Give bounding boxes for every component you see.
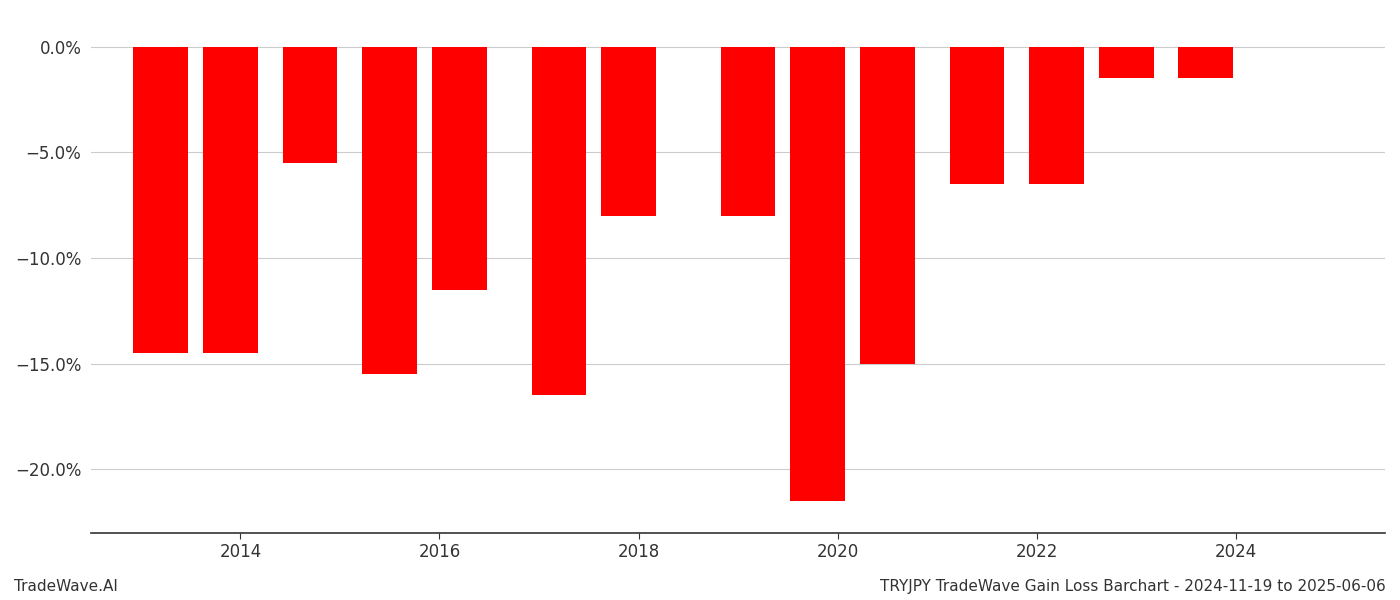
Bar	[433, 47, 487, 290]
Bar	[949, 47, 1004, 184]
Bar	[203, 47, 258, 353]
Bar	[860, 47, 914, 364]
Bar	[532, 47, 587, 395]
Bar	[791, 47, 846, 501]
Bar	[133, 47, 188, 353]
Text: TRYJPY TradeWave Gain Loss Barchart - 2024-11-19 to 2025-06-06: TRYJPY TradeWave Gain Loss Barchart - 20…	[881, 579, 1386, 594]
Bar	[601, 47, 657, 215]
Bar	[1099, 47, 1154, 79]
Bar	[283, 47, 337, 163]
Bar	[363, 47, 417, 374]
Bar	[721, 47, 776, 215]
Bar	[1179, 47, 1233, 79]
Bar	[1029, 47, 1084, 184]
Text: TradeWave.AI: TradeWave.AI	[14, 579, 118, 594]
